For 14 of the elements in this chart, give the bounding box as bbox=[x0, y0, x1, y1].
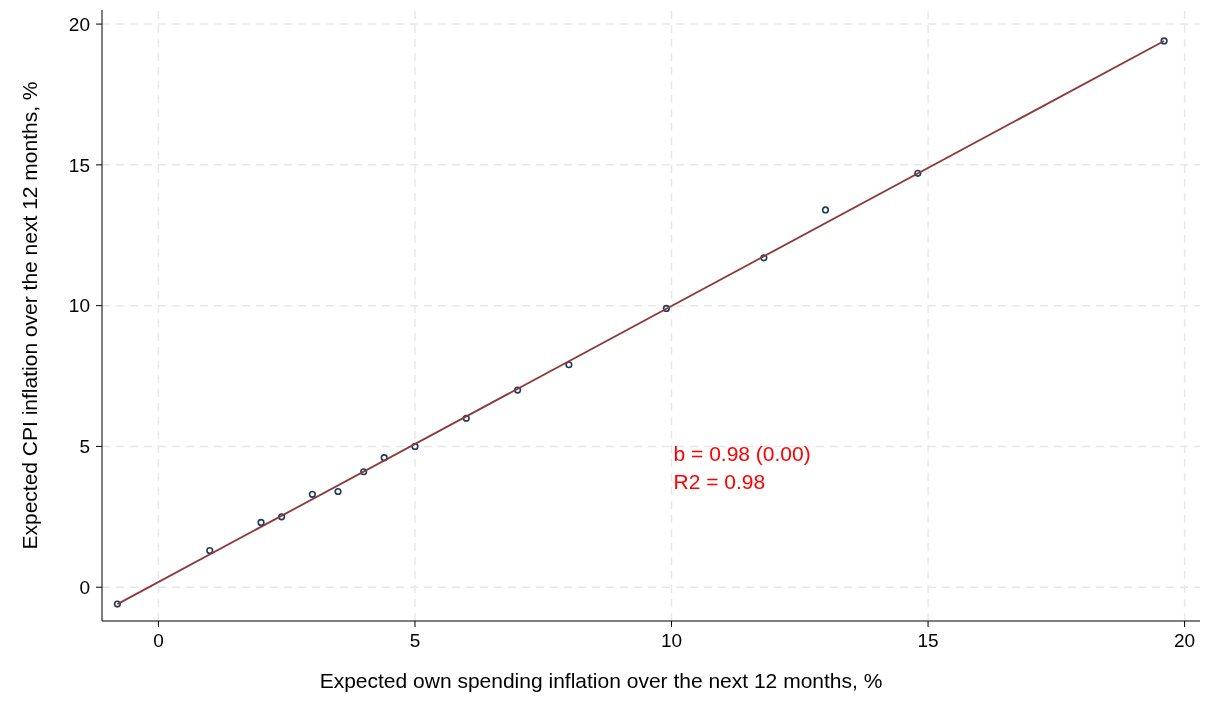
x-tick-label: 10 bbox=[660, 630, 683, 651]
y-tick-label: 15 bbox=[68, 154, 90, 176]
annotation: b = 0.98 (0.00) bbox=[673, 441, 811, 465]
x-axis-title: Expected own spending inflation over the next 12 months, % bbox=[319, 669, 883, 692]
x-tick-label: 5 bbox=[409, 630, 421, 651]
x-tick-label: 0 bbox=[153, 630, 164, 651]
x-tick-label: 15 bbox=[917, 630, 939, 651]
y-tick-label: 0 bbox=[79, 576, 90, 598]
annotation: R2 = 0.98 bbox=[673, 469, 766, 493]
y-tick-label: 5 bbox=[79, 436, 90, 458]
x-tick-label: 20 bbox=[1174, 630, 1196, 651]
y-tick-label: 10 bbox=[68, 295, 90, 317]
y-axis-title: Expected CPI inflation over the next 12 months, % bbox=[18, 81, 41, 550]
y-tick-label: 20 bbox=[68, 13, 90, 35]
